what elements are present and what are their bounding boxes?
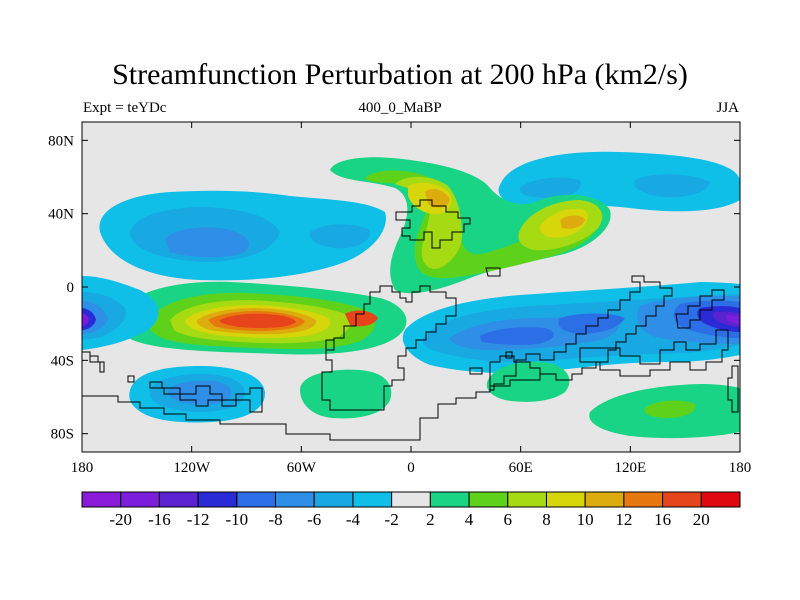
colorbar-swatch — [81, 491, 122, 508]
positive-anomaly-southern-ocean — [589, 384, 740, 439]
y-tick-label: 80N — [48, 133, 74, 149]
y-tick-label: 40N — [48, 207, 74, 223]
experiment-label: Expt = teYDc — [83, 100, 167, 116]
colorbar-label: 16 — [654, 510, 671, 529]
y-tick-label: 40S — [51, 353, 74, 369]
colorbar-swatch — [120, 491, 160, 508]
colorbar-label: -16 — [148, 510, 171, 529]
x-tick-label: 60W — [287, 460, 317, 476]
colorbar-swatch — [584, 491, 625, 508]
colorbar-swatch — [623, 491, 664, 508]
x-tick-label: 180 — [729, 460, 752, 476]
x-tick-label: 120E — [614, 460, 646, 476]
y-tick-label: 0 — [67, 280, 75, 296]
colorbar-label: 6 — [504, 510, 513, 529]
x-tick-label: 0 — [407, 460, 415, 476]
colorbar-swatch — [158, 491, 199, 508]
positive-anomaly-south-atlantic — [300, 369, 392, 419]
x-tick-label: 120W — [173, 460, 211, 476]
colorbar-swatch — [197, 491, 238, 508]
map-title: Streamfunction Perturbation at 200 hPa (… — [112, 58, 688, 91]
colorbar-swatch — [352, 491, 393, 508]
colorbar-swatch — [700, 491, 741, 508]
colorbar-swatch — [236, 491, 277, 508]
colorbar-label: 2 — [426, 510, 435, 529]
colorbar-label: -12 — [187, 510, 210, 529]
negative-anomaly-tropical-band — [82, 276, 740, 374]
colorbar-label: 12 — [615, 510, 632, 529]
positive-anomaly-indian-ocean — [486, 361, 570, 402]
colorbar-label: -6 — [307, 510, 321, 529]
contour-field — [82, 122, 740, 452]
coastlines — [82, 199, 739, 441]
colorbar: -20 -16 -12 -10 -8 -6 -4 -2 2 4 6 8 10 12 16 20 — [81, 491, 741, 529]
colorbar-label: 8 — [542, 510, 551, 529]
colorbar-label: 10 — [577, 510, 594, 529]
colorbar-label: -8 — [268, 510, 282, 529]
colorbar-swatch — [391, 491, 431, 508]
x-tick-label: 60E — [509, 460, 533, 476]
period-label: 400_0_MaBP — [358, 100, 442, 116]
y-tick-label: 80S — [51, 427, 74, 443]
colorbar-swatch — [468, 491, 509, 508]
map-axes: 180 120W 60W 0 60E 120E 180 80N 40N 0 40S 80S — [48, 122, 751, 476]
colorbar-label: 4 — [465, 510, 474, 529]
colorbar-swatch — [662, 491, 702, 508]
colorbar-label: -2 — [385, 510, 399, 529]
x-tick-label: 180 — [71, 460, 94, 476]
colorbar-label: 20 — [693, 510, 710, 529]
positive-anomaly-tropical-atlantic — [115, 281, 407, 355]
colorbar-label: -4 — [346, 510, 361, 529]
colorbar-label: -10 — [225, 510, 248, 529]
season-label: JJA — [716, 100, 739, 116]
colorbar-swatch — [313, 491, 354, 508]
colorbar-label: -20 — [109, 510, 132, 529]
negative-anomaly-north-america — [99, 190, 386, 281]
colorbar-swatch — [507, 491, 547, 508]
colorbar-swatch — [545, 491, 586, 508]
colorbar-swatch — [429, 491, 470, 508]
colorbar-swatch — [275, 491, 315, 508]
